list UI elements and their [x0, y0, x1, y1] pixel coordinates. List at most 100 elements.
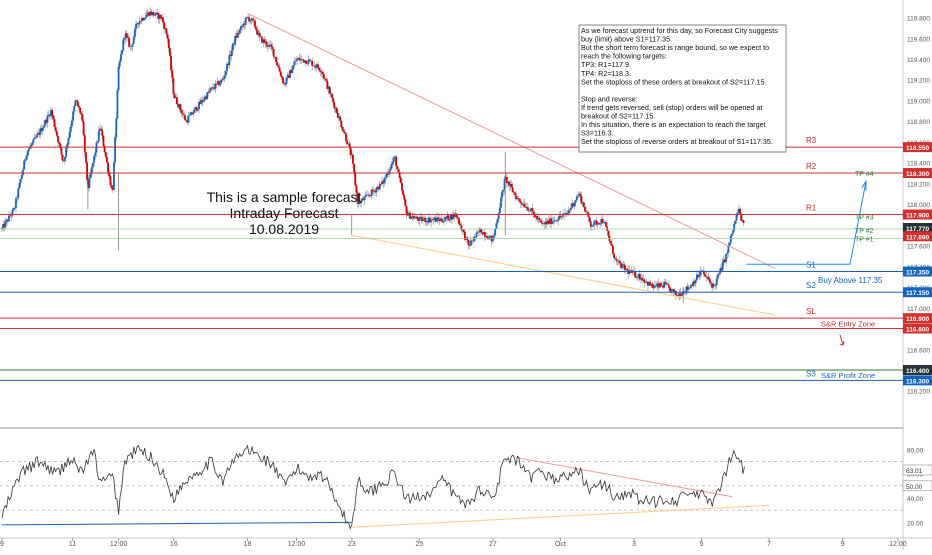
candle-down: [195, 107, 198, 111]
candle-down: [342, 130, 345, 133]
candle-down: [265, 41, 268, 46]
candle-down: [397, 169, 400, 172]
candle-up: [361, 198, 364, 201]
candle-up: [729, 236, 732, 243]
level-tag-box: [903, 313, 932, 324]
candle-down: [270, 44, 273, 47]
note-line: Stop and reverse:: [581, 94, 638, 103]
candle-down: [720, 268, 723, 271]
candle-up: [4, 221, 7, 228]
candle-up: [92, 162, 94, 168]
candle-down: [528, 210, 530, 212]
candle-up: [216, 81, 219, 84]
candle-down: [657, 283, 660, 288]
candle-up: [537, 218, 540, 220]
candle-down: [589, 221, 592, 227]
candle-up: [122, 39, 125, 51]
candle-down: [402, 190, 404, 195]
candle-up: [493, 235, 495, 239]
candle-up: [475, 232, 478, 238]
candle-down: [227, 63, 230, 65]
candle-up: [174, 97, 177, 99]
candle-up: [473, 236, 476, 241]
candle-up: [363, 196, 366, 201]
candle-up: [99, 128, 101, 132]
candle-up: [219, 83, 221, 86]
candle-down: [321, 71, 324, 75]
candle-up: [22, 169, 24, 175]
candle-up: [496, 218, 499, 224]
candle-down: [517, 198, 520, 200]
candle-up: [730, 233, 733, 237]
forecast-title-line: 10.08.2019: [249, 221, 319, 237]
candle-up: [415, 216, 417, 218]
candle-down: [167, 39, 170, 49]
candle-up: [71, 120, 73, 127]
candle-down: [409, 212, 411, 219]
candle-up: [114, 137, 116, 163]
candle-down: [659, 282, 662, 286]
candle-up: [736, 212, 739, 215]
candle-up: [285, 77, 288, 85]
candle-up: [19, 179, 22, 183]
candle-down: [205, 96, 207, 99]
price-tag-text: 117.770: [906, 226, 930, 233]
candle-up: [293, 61, 296, 65]
candle-down: [247, 17, 249, 18]
price-tag-box: [903, 231, 932, 242]
level-label: S2: [806, 281, 816, 290]
candle-down: [110, 185, 113, 189]
candle-up: [439, 218, 442, 222]
osc-tag-box: [902, 480, 932, 492]
candle-up: [502, 189, 505, 192]
candle-up: [390, 164, 393, 169]
candle-down: [445, 217, 448, 219]
candle-up: [600, 219, 603, 224]
candle-down: [612, 245, 614, 255]
candle-down: [201, 100, 204, 102]
candle-up: [599, 223, 602, 225]
candle-down: [213, 88, 216, 90]
candle-up: [435, 217, 438, 222]
candle-up: [117, 66, 120, 91]
candle-up: [656, 283, 659, 286]
time-tick-label: Oct: [555, 541, 566, 548]
candle-down: [156, 12, 158, 14]
candle-up: [132, 37, 135, 44]
candle-up: [334, 107, 337, 109]
candle-down: [580, 195, 583, 204]
candle-down: [163, 22, 165, 29]
candle-down: [579, 193, 582, 196]
candle-up: [452, 213, 455, 220]
note-line: TP3: R1=117.9.: [581, 60, 631, 69]
candle-up: [30, 144, 33, 147]
candle-down: [130, 46, 133, 47]
candle-up: [719, 268, 722, 274]
candle-down: [75, 100, 78, 102]
candle-up: [482, 232, 485, 235]
candle-up: [67, 138, 70, 145]
candle-up: [155, 12, 157, 16]
candle-up: [66, 144, 69, 148]
candle-down: [649, 282, 652, 286]
candle-up: [603, 222, 606, 223]
price-tag-text: 117.690: [906, 234, 930, 241]
candle-down: [609, 240, 612, 244]
candle-up: [34, 137, 37, 139]
candle-up: [663, 282, 666, 288]
candle-down: [622, 264, 625, 266]
zone-label: S&R Profit Zone: [821, 371, 875, 380]
candle-down: [78, 105, 80, 108]
candle-up: [8, 215, 10, 222]
candle-down: [405, 206, 408, 216]
candle-up: [245, 17, 248, 18]
candle-up: [257, 32, 260, 35]
candle-up: [74, 100, 77, 106]
candle-up: [670, 289, 673, 292]
candle-down: [83, 135, 86, 153]
candle-down: [171, 70, 174, 78]
candle-up: [389, 168, 392, 172]
candle-up: [223, 75, 226, 79]
candle-up: [430, 220, 432, 223]
candle-up: [551, 221, 554, 224]
